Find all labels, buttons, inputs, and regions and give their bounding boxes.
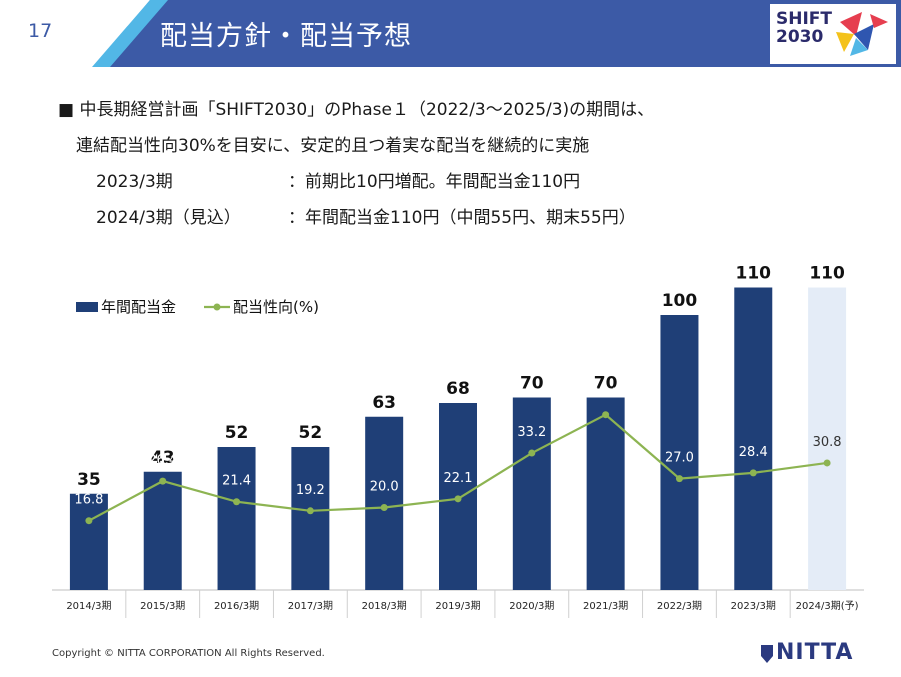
- dividend-bar: [586, 397, 625, 590]
- payout-ratio-label: 19.2: [296, 483, 325, 498]
- payout-ratio-label: 28.4: [739, 445, 768, 460]
- category-tick-label: 2014/3期: [66, 600, 111, 612]
- dividend-bar: [291, 447, 330, 590]
- payout-ratio-label: 20.0: [370, 480, 399, 495]
- dividend-bar: [512, 397, 551, 590]
- payout-ratio-label: 22.1: [444, 471, 473, 486]
- payout-ratio-point: [528, 449, 536, 457]
- nitta-brand: NITTA: [776, 640, 854, 665]
- payout-ratio-label: 33.2: [517, 425, 546, 440]
- payout-ratio-label: 27.0: [665, 451, 694, 466]
- dividend-bar: [808, 287, 847, 590]
- payout-ratio-label: 42.5: [591, 387, 620, 402]
- category-tick-label: 2023/3期: [731, 600, 776, 612]
- bar-value-label: 52: [225, 423, 249, 443]
- category-tick-label: 2024/3期(予): [796, 600, 859, 612]
- dividend-bar: [143, 471, 182, 590]
- period-2023: 2023/3期: [96, 172, 173, 192]
- category-tick-label: 2019/3期: [435, 600, 480, 612]
- dividend-bar: [734, 287, 773, 590]
- bar-value-label: 35: [77, 470, 101, 490]
- logo-triangles-icon: [836, 12, 888, 56]
- category-tick-label: 2020/3期: [509, 600, 554, 612]
- shift2030-logo: SHIFT 2030: [770, 4, 896, 64]
- bullet-row-2023: 2023/3期 ：前期比10円増配。年間配当金110円: [58, 164, 654, 200]
- bar-value-label: 68: [446, 379, 470, 399]
- payout-ratio-label: 30.8: [813, 435, 842, 450]
- bar-value-label: 110: [736, 264, 772, 284]
- category-tick-label: 2017/3期: [288, 600, 333, 612]
- category-tick-label: 2015/3期: [140, 600, 185, 612]
- detail-2023: ：前期比10円増配。年間配当金110円: [288, 172, 581, 192]
- bar-value-label: 100: [662, 291, 698, 311]
- bar-value-label: 110: [809, 264, 845, 284]
- bar-value-label: 43: [151, 448, 175, 468]
- page-number: 17: [28, 20, 53, 42]
- payout-ratio-point: [306, 507, 314, 515]
- period-2024: 2024/3期（見込）: [96, 208, 241, 228]
- payout-ratio-label: 21.4: [222, 474, 251, 489]
- logo-line2: 2030: [776, 27, 824, 47]
- bar-value-label: 63: [372, 393, 396, 413]
- payout-ratio-point: [85, 517, 93, 525]
- slide-title: 配当方針・配当予想: [160, 21, 412, 52]
- dividend-chart: 35 2014/3期 43 2015/3期 52 2016/3期 52 2017/3期 63 20…: [52, 264, 864, 618]
- payout-ratio-point: [749, 469, 757, 477]
- payout-ratio-point: [454, 495, 462, 503]
- dividend-bar: [660, 315, 699, 590]
- logo-text: SHIFT 2030: [776, 10, 832, 46]
- detail-2024: ：年間配当金110円（中間55円、期末55円）: [288, 208, 636, 228]
- bullet-row-2024: 2024/3期（見込） ：年間配当金110円（中間55円、期末55円）: [58, 200, 654, 236]
- bullet-line-2: 連結配当性向30%を目安に、安定的且つ着実な配当を継続的に実施: [76, 136, 590, 156]
- category-tick-label: 2022/3期: [657, 600, 702, 612]
- dividend-bar: [365, 416, 404, 590]
- legend-line-label: 配当性向(%): [233, 298, 319, 316]
- logo-line1: SHIFT: [776, 9, 833, 29]
- legend-bar-swatch: [76, 302, 98, 312]
- copyright: Copyright © NITTA CORPORATION All Rights…: [52, 648, 325, 659]
- slide-header: 17 配当方針・配当予想 SHIFT 2030: [0, 0, 901, 67]
- category-tick-label: 2016/3期: [214, 600, 259, 612]
- payout-ratio-point: [823, 459, 831, 467]
- payout-ratio-point: [675, 475, 683, 483]
- payout-ratio-label: 26.4: [148, 453, 177, 468]
- category-tick-label: 2018/3期: [362, 600, 407, 612]
- dividend-bar: [69, 493, 108, 590]
- bar-value-label: 70: [520, 374, 544, 394]
- payout-ratio-point: [380, 504, 388, 511]
- nitta-logo-icon: [761, 645, 773, 663]
- payout-ratio-label: 16.8: [74, 493, 103, 508]
- legend-bar-label: 年間配当金: [101, 298, 176, 316]
- payout-ratio-point: [602, 411, 610, 419]
- bullet-line-1: ■ 中長期経営計画「SHIFT2030」のPhase１（2022/3～2025/…: [58, 100, 655, 120]
- bar-value-label: 52: [299, 423, 323, 443]
- bar-value-label: 70: [594, 374, 618, 394]
- policy-bullets: ■ 中長期経営計画「SHIFT2030」のPhase１（2022/3～2025/…: [58, 92, 654, 236]
- legend-line-marker: [213, 303, 221, 311]
- category-tick-label: 2021/3期: [583, 600, 628, 612]
- dividend-bar: [217, 447, 256, 590]
- payout-ratio-point: [159, 477, 167, 485]
- payout-ratio-point: [233, 498, 241, 506]
